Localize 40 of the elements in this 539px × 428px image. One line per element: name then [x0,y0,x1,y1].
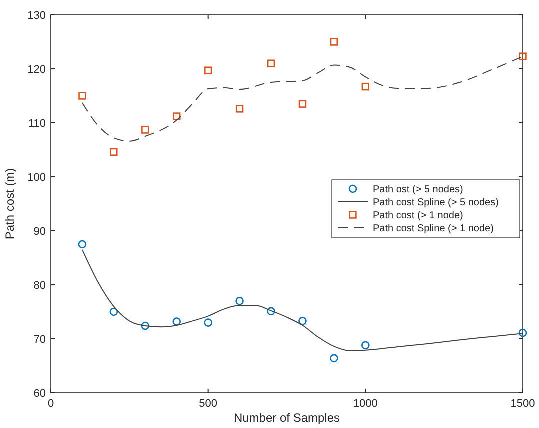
x-tick-label: 0 [48,398,54,410]
y-tick-label: 110 [28,118,46,130]
legend-label: Path cost (> 1 node) [373,210,464,222]
legend-label: Path cost Spline (> 1 node) [373,224,494,234]
y-tick-label: 100 [28,172,46,184]
point [110,308,118,316]
x-tick-label: 1000 [353,398,378,410]
point [267,307,276,316]
x-axis-title: Number of Samples [234,411,340,425]
point [236,105,244,113]
y-tick-label: 60 [34,388,46,400]
y-axis-title: Path cost (m) [3,168,17,240]
point [204,66,212,74]
point [141,322,150,330]
point [518,328,528,338]
legend-label: Path cost Spline (> 5 nodes) [373,198,499,208]
point [78,240,87,249]
point [330,354,338,363]
point [204,318,212,327]
point [78,92,86,100]
y-tick-label: 70 [34,334,46,346]
point [172,318,182,326]
legend-label: Path ost (> 5 nodes) [373,184,464,196]
point [362,341,370,350]
y-tick-label: 80 [34,280,46,292]
point [298,317,307,326]
y-tick-label: 90 [34,226,46,238]
point [330,38,338,46]
x-tick-label: 500 [199,398,218,410]
point [298,100,307,108]
point [173,112,181,120]
y-tick-label: 130 [28,10,46,22]
point [110,148,118,156]
point [519,52,527,60]
y-tick-label: 120 [28,64,46,76]
x-tick-label: 1500 [510,398,536,410]
point [362,82,370,91]
point [236,297,244,306]
point [142,126,150,134]
point [267,60,276,68]
